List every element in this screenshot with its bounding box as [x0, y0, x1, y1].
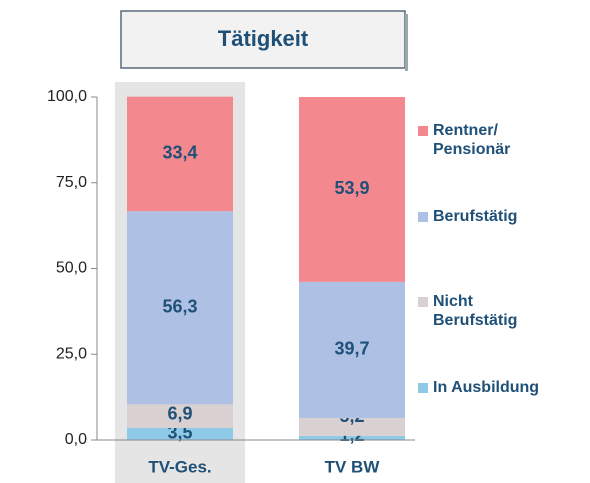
- legend-label: Berufstätig: [433, 208, 518, 225]
- legend-swatch: [418, 212, 428, 222]
- legend-label: In Ausbildung: [433, 379, 540, 396]
- value-label: 56,3: [162, 297, 197, 317]
- value-label: 33,4: [162, 143, 197, 163]
- bar-segment: [299, 418, 405, 436]
- y-tick-label: 50,0: [56, 260, 87, 277]
- title-box: [120, 10, 406, 69]
- value-label: 39,7: [334, 339, 369, 359]
- x-tick-label: TV BW: [325, 457, 381, 476]
- legend-label: Rentner/ Pensionär: [433, 122, 511, 158]
- bar-segment: [127, 427, 233, 440]
- value-label: 6,9: [167, 404, 192, 424]
- bar-segment: [299, 435, 405, 440]
- bar-segment: [127, 211, 233, 405]
- value-label: 53,9: [334, 178, 369, 198]
- bar-segment: [127, 404, 233, 428]
- y-tick-label: 0,0: [65, 431, 87, 448]
- bar-segment: [127, 96, 233, 212]
- bar-segment: [299, 97, 405, 282]
- title-shadow: [405, 14, 408, 71]
- legend-swatch: [418, 383, 428, 393]
- x-tick-label: TV-Ges.: [148, 457, 211, 476]
- chart-title: Tätigkeit: [218, 26, 309, 51]
- bar-segment: [299, 281, 405, 419]
- legend-label: Nicht Berufstätig: [433, 293, 518, 329]
- legend-swatch: [418, 126, 428, 136]
- y-tick-label: 25,0: [56, 345, 87, 362]
- y-tick-label: 100,0: [47, 88, 87, 105]
- legend-swatch: [418, 297, 428, 307]
- y-tick-label: 75,0: [56, 174, 87, 191]
